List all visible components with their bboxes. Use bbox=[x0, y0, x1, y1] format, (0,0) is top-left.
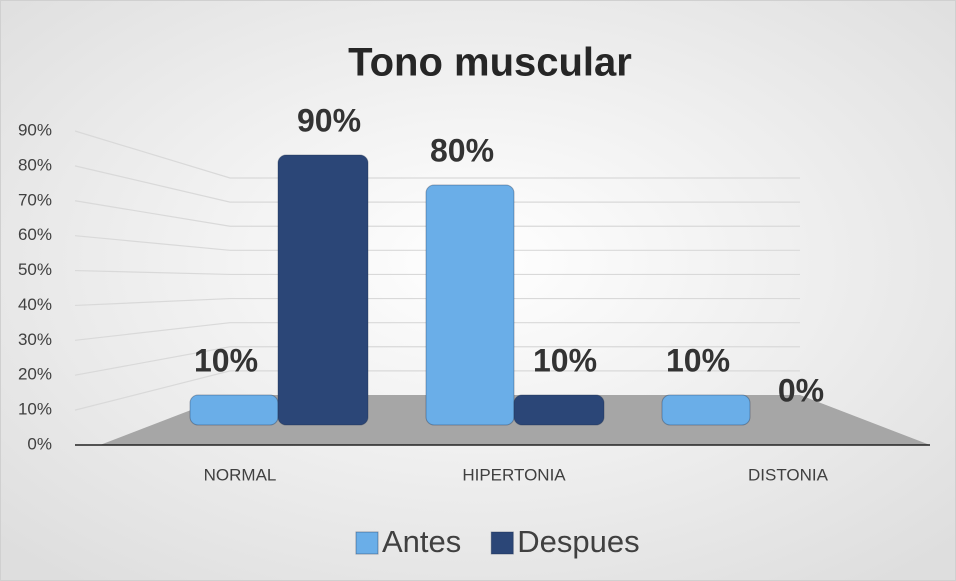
bar bbox=[277, 154, 369, 426]
x-tick-label: DISTONIA bbox=[748, 465, 829, 484]
grid-line bbox=[74, 370, 800, 411]
grid-line bbox=[74, 322, 800, 341]
y-tick-label: 20% bbox=[18, 365, 52, 384]
y-tick-label: 60% bbox=[18, 225, 52, 244]
legend-label: Antes bbox=[382, 524, 461, 559]
y-tick-label: 90% bbox=[18, 120, 52, 139]
value-label: 90% bbox=[297, 102, 361, 138]
chart-title: Tono muscular bbox=[348, 41, 632, 85]
value-label: 10% bbox=[533, 342, 597, 378]
grid-line bbox=[74, 130, 800, 179]
legend-swatch bbox=[355, 531, 379, 555]
bar bbox=[661, 394, 751, 426]
grid-line bbox=[74, 200, 800, 227]
value-label: 10% bbox=[666, 342, 730, 378]
grid-line bbox=[74, 297, 800, 307]
y-tick-label: 30% bbox=[18, 330, 52, 349]
legend-swatch bbox=[490, 531, 514, 555]
y-tick-label: 50% bbox=[18, 260, 52, 279]
y-tick-label: 40% bbox=[18, 295, 52, 314]
y-tick-label: 70% bbox=[18, 190, 52, 209]
bar bbox=[513, 394, 605, 426]
value-label: 0% bbox=[778, 372, 824, 408]
grid-line bbox=[74, 165, 800, 203]
y-tick-label: 0% bbox=[27, 434, 52, 453]
legend-label: Despues bbox=[517, 524, 639, 559]
x-tick-label: NORMAL bbox=[204, 465, 277, 484]
grid-line bbox=[74, 346, 800, 376]
bar bbox=[189, 394, 279, 426]
x-tick-label: HIPERTONIA bbox=[462, 465, 566, 484]
y-tick-label: 80% bbox=[18, 155, 52, 174]
value-label: 10% bbox=[194, 342, 258, 378]
grid-line bbox=[74, 269, 800, 276]
value-label: 80% bbox=[430, 132, 494, 168]
grid-line bbox=[74, 235, 800, 251]
y-tick-label: 10% bbox=[18, 400, 52, 419]
bar bbox=[425, 184, 515, 426]
